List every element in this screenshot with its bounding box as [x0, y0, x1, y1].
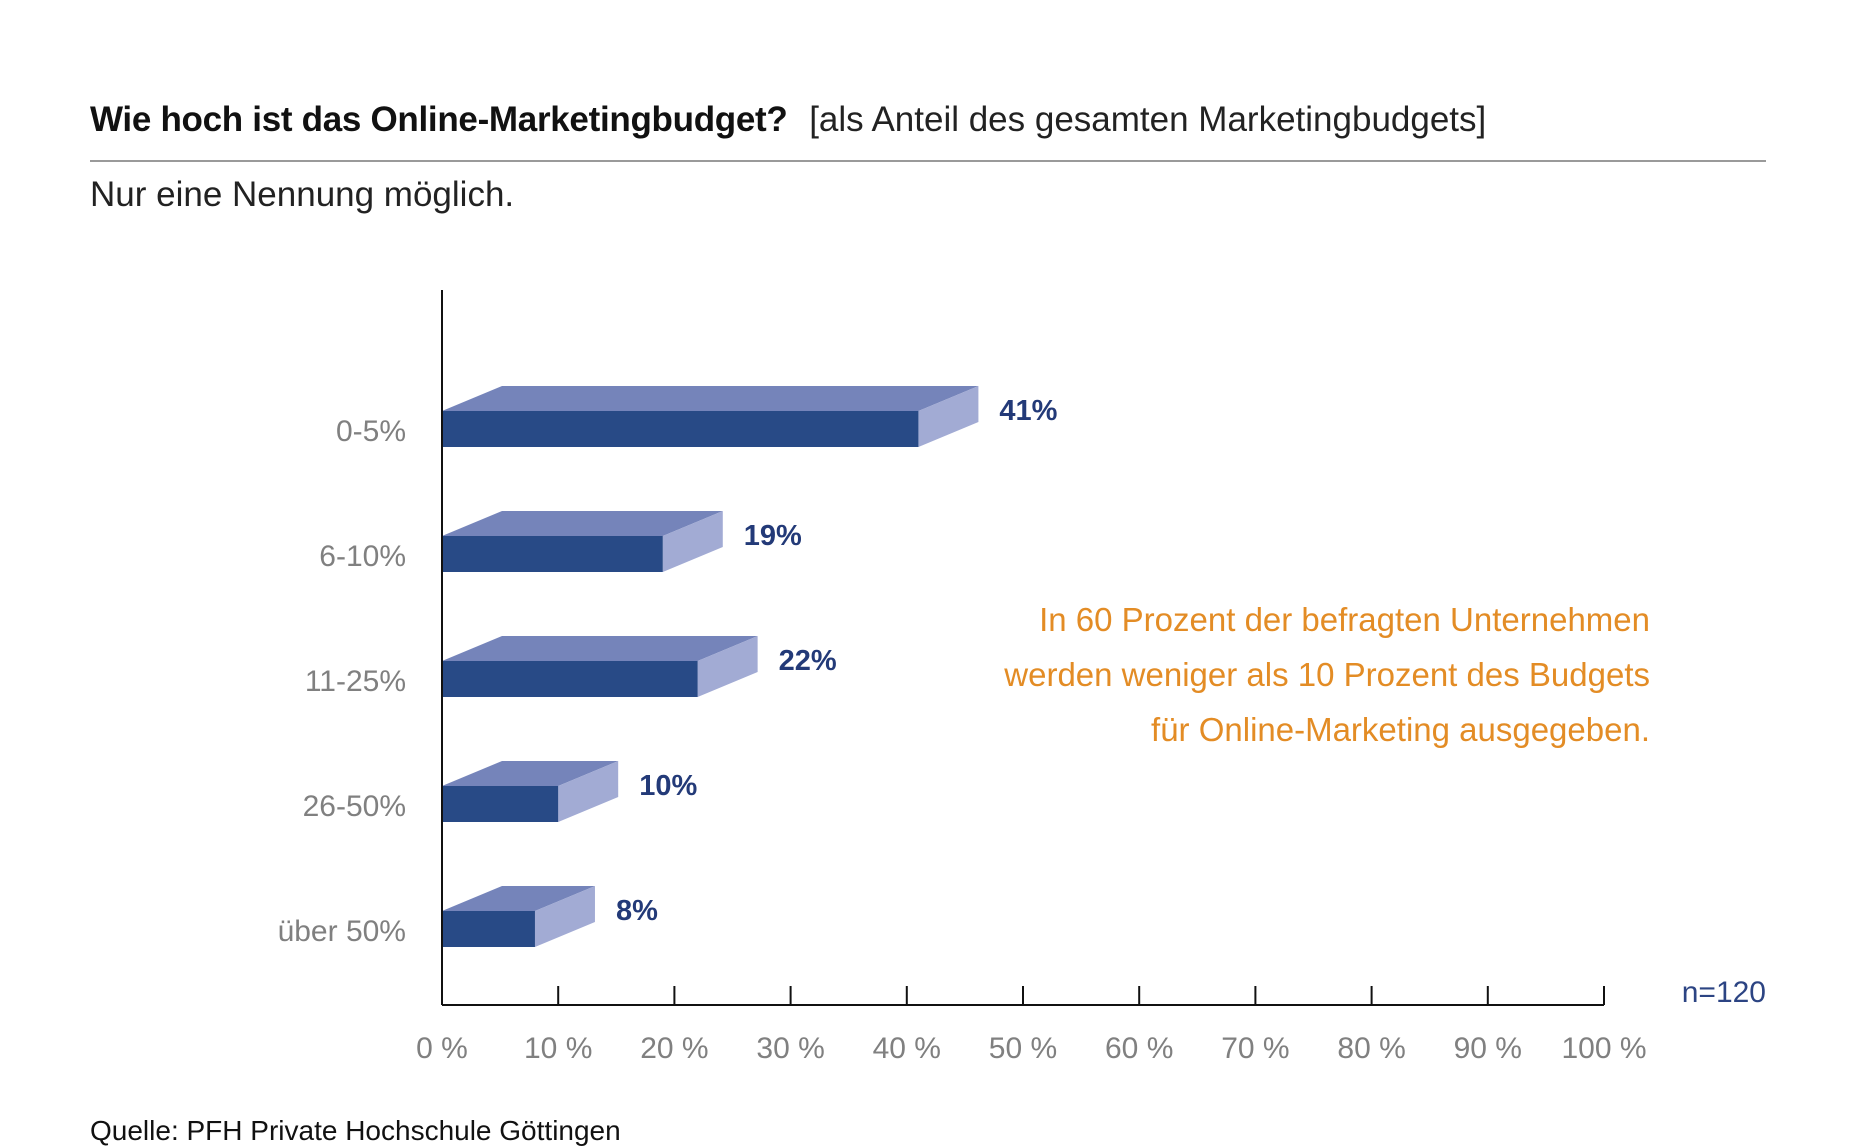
chart-title: Wie hoch ist das Online-Marketingbudget? [90, 100, 788, 139]
bar-front-face [442, 661, 698, 697]
bar-front-face [442, 536, 663, 572]
x-tick-label: 100 % [1561, 1032, 1646, 1065]
x-tick-label: 40 % [873, 1032, 941, 1065]
bar-4 [442, 761, 619, 822]
title-divider [90, 160, 1766, 162]
bar-1 [442, 386, 979, 447]
value-label: 22% [779, 645, 837, 677]
x-tick-label: 20 % [640, 1032, 708, 1065]
chart-title-row: Wie hoch ist das Online-Marketingbudget?… [90, 100, 1486, 140]
bar-top-face [442, 386, 979, 411]
bar-front-face [442, 911, 535, 947]
bar-side-face [662, 511, 723, 572]
category-label: 6-10% [319, 540, 406, 573]
category-label: 0-5% [336, 415, 406, 448]
annotation-line: werden weniger als 10 Prozent des Budget… [1003, 656, 1650, 693]
bar-side-face [534, 886, 595, 947]
value-label: 41% [999, 395, 1057, 427]
bar-top-face [442, 636, 758, 661]
category-label: 11-25% [305, 665, 406, 698]
x-tick-label: 90 % [1454, 1032, 1522, 1065]
bar-front-face [442, 786, 559, 822]
bar-top-face [442, 761, 619, 786]
sample-size-label: n=120 [1682, 976, 1766, 1009]
bar-3 [442, 636, 758, 697]
value-label: 10% [639, 770, 697, 802]
bar-top-face [442, 511, 723, 536]
value-label: 19% [744, 520, 802, 552]
x-tick-label: 50 % [989, 1032, 1057, 1065]
bar-side-face [697, 636, 758, 697]
bar-side-face [918, 386, 979, 447]
chart-title-note: [als Anteil des gesamten Marketingbudget… [809, 100, 1487, 139]
chart-subtitle: Nur eine Nennung möglich. [90, 175, 515, 214]
bars-layer [442, 386, 979, 947]
bar-top-face [442, 886, 595, 911]
source-note: Quelle: PFH Private Hochschule Göttingen [90, 1115, 621, 1146]
x-tick-label: 70 % [1221, 1032, 1289, 1065]
bar-5 [442, 886, 595, 947]
annotation-line: In 60 Prozent der befragten Unternehmen [1039, 601, 1650, 638]
labels-layer: 0-5% 41% 6-10% 19% 11-25% 22% 26-50% 10% über 50… [278, 395, 1766, 1065]
x-tick-label: 30 % [756, 1032, 824, 1065]
x-tick-label: 80 % [1337, 1032, 1405, 1065]
x-tick-label: 0 % [416, 1032, 468, 1065]
bar-front-face [442, 411, 919, 447]
value-label: 8% [616, 895, 658, 927]
x-tick-label: 60 % [1105, 1032, 1173, 1065]
axes-layer [441, 290, 1605, 1006]
bar-2 [442, 511, 723, 572]
annotation-line: für Online-Marketing ausgegeben. [1151, 711, 1650, 748]
x-tick-label: 10 % [524, 1032, 592, 1065]
category-label: über 50% [278, 915, 406, 948]
bar-side-face [558, 761, 619, 822]
category-label: 26-50% [303, 790, 406, 823]
